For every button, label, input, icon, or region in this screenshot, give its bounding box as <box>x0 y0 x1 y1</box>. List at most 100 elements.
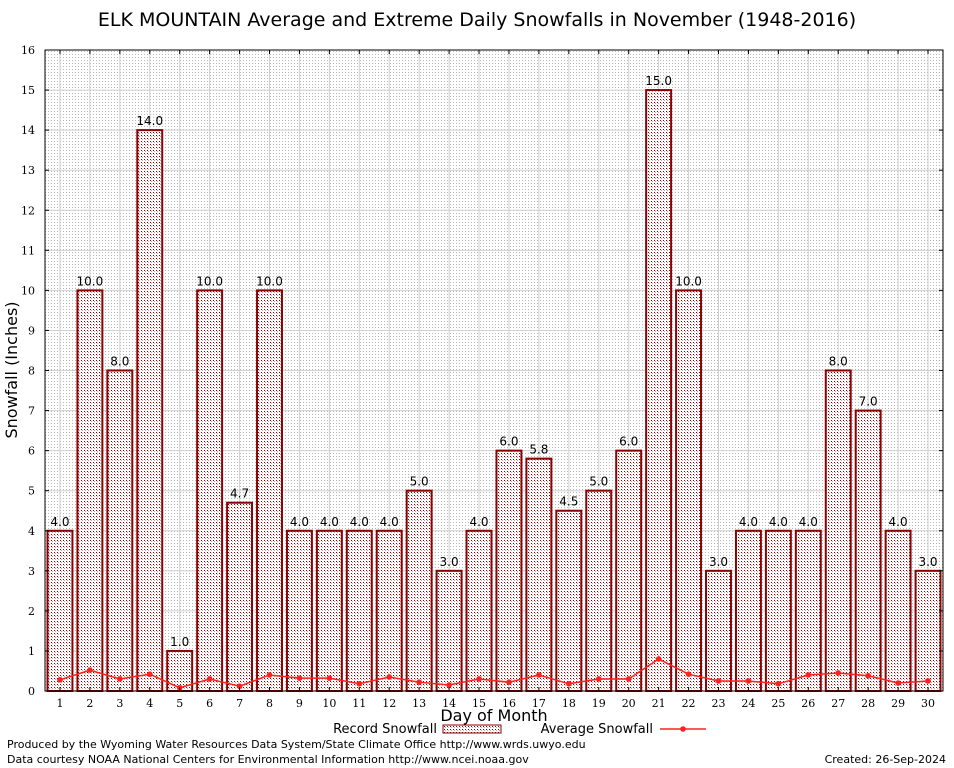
y-tick-label: 6 <box>28 445 35 458</box>
average-point <box>835 670 842 676</box>
y-tick-label: 8 <box>28 365 35 378</box>
average-point <box>715 678 722 684</box>
average-point <box>446 682 452 688</box>
average-point <box>416 679 422 685</box>
bar-value-label: 4.0 <box>739 515 758 529</box>
average-point <box>266 672 273 678</box>
record-bar <box>914 569 942 692</box>
record-bar <box>256 289 283 692</box>
bar-value-label: 3.0 <box>709 555 728 569</box>
x-tick-label: 26 <box>801 697 815 710</box>
bar-value-label: 3.0 <box>440 555 459 569</box>
legend: Record Snowfall Average Snowfall <box>333 722 706 737</box>
average-point <box>925 678 931 684</box>
bar-value-label: 4.0 <box>350 515 369 529</box>
bar-value-label: 4.0 <box>320 515 339 529</box>
record-bar <box>345 529 373 692</box>
bar-value-label: 6.0 <box>499 435 518 449</box>
x-axis-ticks: 1 2 3 4 5 6 7 8 9 10 11 12 13 14 15 16 17 18 19 20 21 22 23 24 2… <box>56 50 935 710</box>
bar-value-label: 5.8 <box>529 443 548 457</box>
y-tick-label: 3 <box>28 565 35 578</box>
x-tick-label: 14 <box>442 697 456 710</box>
bar-value-label: 8.0 <box>829 355 848 369</box>
legend-record-label: Record Snowfall <box>333 722 437 737</box>
record-bar <box>764 529 792 692</box>
bar-value-label: 4.0 <box>799 515 818 529</box>
record-bar <box>465 529 493 692</box>
average-point <box>805 672 812 678</box>
y-tick-label: 4 <box>28 525 35 538</box>
x-tick-label: 2 <box>86 697 93 710</box>
x-tick-label: 5 <box>176 697 183 710</box>
bar-value-label: 15.0 <box>645 74 672 88</box>
record-bar <box>495 449 523 692</box>
bar-value-label: 3.0 <box>918 555 937 569</box>
record-bar <box>196 289 224 692</box>
x-tick-label: 11 <box>352 697 366 710</box>
average-point <box>506 679 512 685</box>
average-point <box>865 672 871 679</box>
x-tick-label: 22 <box>682 697 696 710</box>
bar-value-label: 10.0 <box>256 274 283 288</box>
bar-value-label: 4.5 <box>559 495 578 509</box>
average-point <box>745 678 752 684</box>
x-tick-label: 28 <box>861 697 875 710</box>
x-tick-label: 30 <box>921 697 935 710</box>
average-point <box>386 674 393 680</box>
bar-value-label: 4.0 <box>380 515 399 529</box>
record-bar <box>555 509 583 692</box>
bar-value-label: 8.0 <box>110 355 129 369</box>
average-point <box>476 676 482 682</box>
bar-value-label: 14.0 <box>136 114 163 128</box>
bar-value-label: 4.0 <box>469 515 488 529</box>
footer-produced-by: Produced by the Wyoming Water Resources … <box>7 738 586 751</box>
average-point <box>895 680 901 686</box>
y-tick-label: 2 <box>28 605 35 618</box>
record-bar <box>884 529 912 692</box>
record-bar <box>525 457 553 693</box>
bar-value-label: 4.0 <box>889 515 908 529</box>
average-line <box>57 656 931 691</box>
record-bar <box>645 89 673 692</box>
record-bar <box>824 369 852 692</box>
record-bar <box>315 529 343 692</box>
x-tick-label: 19 <box>592 697 606 710</box>
bar-value-label: 6.0 <box>619 435 638 449</box>
x-tick-label: 25 <box>771 697 785 710</box>
average-point <box>146 671 153 677</box>
y-axis-label: Snowfall (Inches) <box>2 301 21 438</box>
average-point <box>326 675 333 681</box>
x-tick-label: 17 <box>532 697 546 710</box>
record-bar <box>76 289 104 692</box>
bar-value-label: 10.0 <box>675 274 702 288</box>
record-bar <box>585 489 613 692</box>
x-axis-label: Day of Month <box>440 706 547 725</box>
x-tick-label: 8 <box>266 697 273 710</box>
x-tick-label: 20 <box>622 697 636 710</box>
average-point <box>655 656 662 662</box>
average-point <box>117 676 123 682</box>
record-bar <box>705 569 732 692</box>
average-point <box>566 680 572 687</box>
record-bar <box>794 529 822 692</box>
average-point <box>87 667 93 673</box>
bar-value-label: 4.7 <box>230 487 249 501</box>
bar-value-label: 7.0 <box>859 395 878 409</box>
y-tick-label: 12 <box>21 204 35 217</box>
average-point <box>536 672 542 678</box>
record-bar <box>435 569 463 692</box>
record-bar <box>46 529 74 692</box>
x-tick-label: 23 <box>712 697 726 710</box>
average-point <box>57 676 63 683</box>
x-tick-label: 29 <box>891 697 905 710</box>
bar-value-label: 4.0 <box>769 515 788 529</box>
x-tick-label: 13 <box>412 697 426 710</box>
y-tick-label: 1 <box>28 645 35 658</box>
record-bar <box>285 529 313 692</box>
average-point <box>296 675 303 681</box>
average-point <box>775 680 782 687</box>
y-tick-label: 11 <box>21 244 35 257</box>
x-tick-label: 12 <box>382 697 396 710</box>
